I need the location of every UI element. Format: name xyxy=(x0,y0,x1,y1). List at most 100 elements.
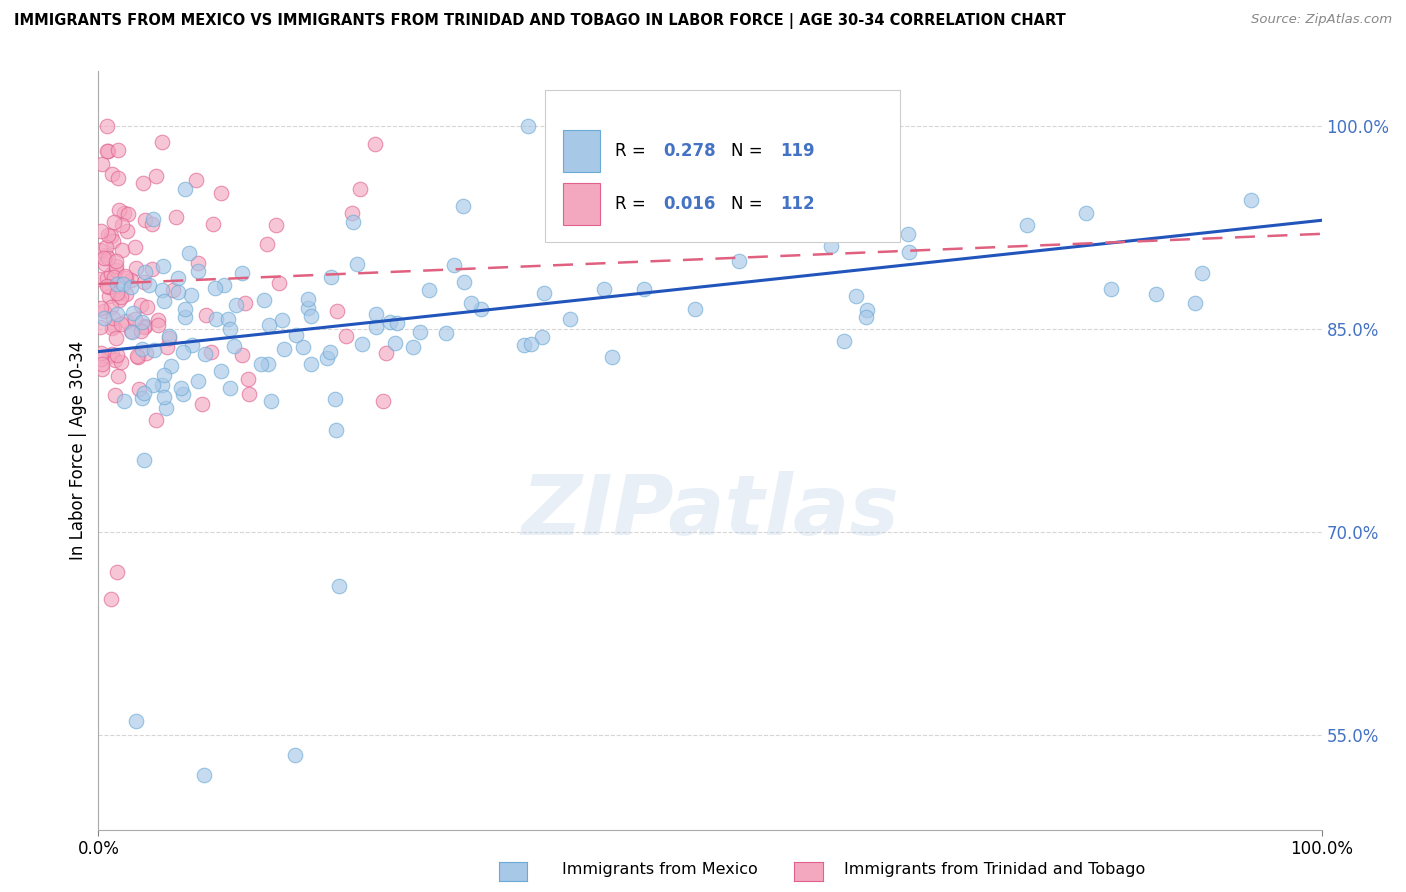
Point xyxy=(520,336,543,351)
Point xyxy=(200,345,222,359)
Point xyxy=(364,320,387,334)
Point xyxy=(257,318,280,333)
Point xyxy=(1099,282,1122,296)
Point xyxy=(98,289,121,303)
Point xyxy=(172,345,194,359)
Point xyxy=(97,350,120,364)
Point xyxy=(201,218,224,232)
Point xyxy=(174,182,197,196)
Point xyxy=(558,312,581,326)
Point xyxy=(96,145,118,159)
Point xyxy=(380,315,402,329)
Point xyxy=(100,347,122,361)
Point xyxy=(181,338,204,352)
Point xyxy=(897,227,920,241)
Point xyxy=(115,224,138,238)
Point xyxy=(187,374,209,388)
Point xyxy=(94,240,117,254)
Point xyxy=(135,346,157,360)
Point xyxy=(253,293,276,308)
Point xyxy=(374,346,396,360)
Point xyxy=(187,256,209,270)
Point xyxy=(231,266,253,280)
Point xyxy=(1015,218,1038,232)
Point xyxy=(224,339,246,353)
Point xyxy=(146,318,169,332)
Point xyxy=(134,453,156,467)
Point xyxy=(194,309,217,323)
Point xyxy=(167,285,190,299)
Point xyxy=(110,355,132,369)
Point xyxy=(451,198,474,212)
Point xyxy=(257,357,280,371)
Point xyxy=(633,282,655,296)
Point xyxy=(855,303,877,318)
Point xyxy=(132,275,155,289)
Point xyxy=(217,312,239,326)
Point xyxy=(104,259,127,273)
Point xyxy=(105,566,128,580)
Point xyxy=(114,206,136,220)
Point xyxy=(125,261,148,276)
Point xyxy=(103,353,125,368)
Point xyxy=(143,343,166,358)
Point xyxy=(94,257,117,271)
Point xyxy=(120,324,142,338)
Point xyxy=(157,328,180,343)
Point xyxy=(170,381,193,395)
Point xyxy=(264,218,287,232)
Point xyxy=(89,243,111,257)
Point xyxy=(97,227,120,242)
Point xyxy=(152,294,174,309)
Point xyxy=(110,317,132,331)
Point xyxy=(174,302,197,317)
Text: 0.278: 0.278 xyxy=(664,142,716,160)
Point xyxy=(94,248,117,262)
Text: IMMIGRANTS FROM MEXICO VS IMMIGRANTS FROM TRINIDAD AND TOBAGO IN LABOR FORCE | A: IMMIGRANTS FROM MEXICO VS IMMIGRANTS FRO… xyxy=(14,13,1066,29)
Point xyxy=(409,325,432,339)
Point xyxy=(134,385,156,400)
Point xyxy=(121,325,143,339)
Point xyxy=(112,393,135,408)
Point xyxy=(107,143,129,157)
Point xyxy=(152,390,174,404)
Point xyxy=(179,245,201,260)
Point xyxy=(728,254,751,268)
Point xyxy=(93,311,115,326)
Point xyxy=(120,279,142,293)
Point xyxy=(155,401,177,416)
Point xyxy=(125,714,148,729)
Point xyxy=(342,205,364,219)
Point xyxy=(238,387,260,401)
Point xyxy=(142,377,165,392)
Point xyxy=(162,283,184,297)
Point xyxy=(166,271,188,285)
Point xyxy=(134,319,156,334)
Point xyxy=(418,283,440,297)
Point xyxy=(134,213,156,227)
Point xyxy=(204,281,226,295)
Point xyxy=(152,378,174,392)
Point xyxy=(90,301,112,316)
Point xyxy=(100,301,122,315)
Point xyxy=(460,295,482,310)
Point xyxy=(100,267,122,281)
Point xyxy=(316,351,339,366)
Point xyxy=(273,342,295,356)
Point xyxy=(103,319,125,334)
Point xyxy=(1184,295,1206,310)
Point xyxy=(219,322,242,336)
Point xyxy=(131,315,153,329)
Point xyxy=(110,290,132,304)
Point xyxy=(384,335,406,350)
Point xyxy=(706,169,728,183)
Point xyxy=(91,357,114,371)
Text: 119: 119 xyxy=(780,142,814,160)
Point xyxy=(592,283,614,297)
Point xyxy=(132,177,155,191)
Point xyxy=(100,228,122,243)
Point xyxy=(107,369,129,384)
Point xyxy=(103,270,125,285)
Point xyxy=(301,309,323,323)
Point xyxy=(104,387,127,401)
